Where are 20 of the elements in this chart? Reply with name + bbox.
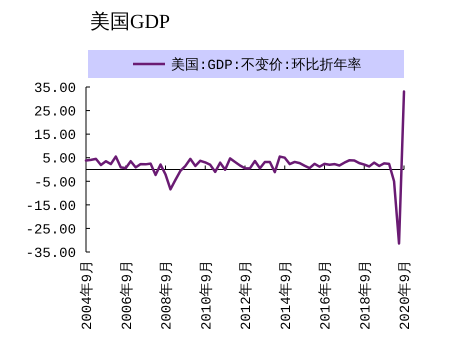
y-tick-label: 35.00 — [34, 81, 76, 97]
x-tick-label: 2014年9月 — [278, 260, 295, 330]
y-tick-label: -35.00 — [26, 246, 76, 262]
y-tick-label: 5.00 — [42, 152, 76, 168]
legend: 美国:GDP:不变价:环比折年率 — [88, 50, 404, 78]
legend-label: 美国:GDP:不变价:环比折年率 — [171, 57, 362, 74]
x-tick-label: 2020年9月 — [397, 260, 414, 330]
y-tick-label: -25.00 — [26, 222, 76, 238]
x-tick-label: 2004年9月 — [79, 260, 96, 330]
x-tick-label: 2016年9月 — [318, 260, 334, 330]
y-tick-label: -15.00 — [26, 198, 76, 215]
x-tick-label: 2012年9月 — [238, 260, 255, 330]
y-tick-label: -5.00 — [34, 175, 76, 192]
y-tick-label: 25.00 — [34, 104, 76, 121]
y-tick-label: 15.00 — [34, 128, 76, 144]
x-tick-label: 2018年9月 — [357, 260, 374, 330]
x-tick-label: 2010年9月 — [198, 260, 216, 330]
title: 美国GDP — [90, 11, 170, 33]
x-tick-label: 2008年9月 — [158, 260, 176, 330]
x-tick-label: 2006年9月 — [118, 260, 136, 330]
